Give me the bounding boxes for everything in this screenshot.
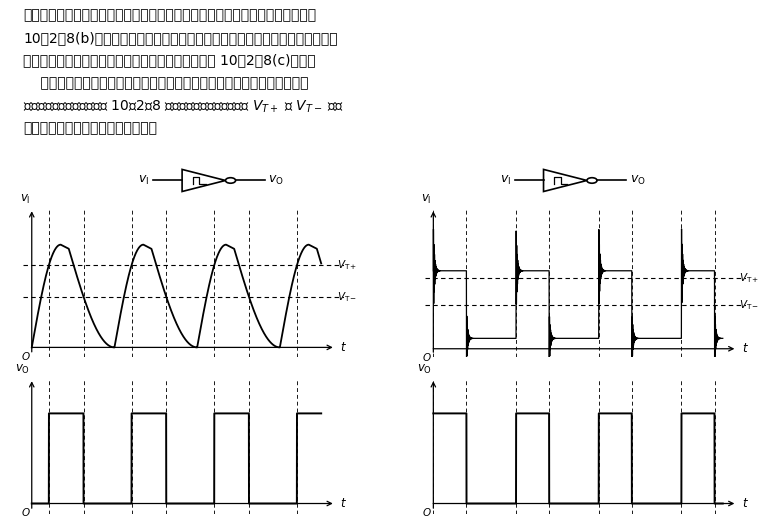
Text: $v_{\rm O}$: $v_{\rm O}$ — [15, 363, 30, 376]
Text: $O$: $O$ — [422, 506, 432, 518]
Text: $O$: $O$ — [422, 351, 432, 363]
Text: $V_{\rm T+}$: $V_{\rm T+}$ — [337, 258, 358, 272]
Text: $v_{\rm O}$: $v_{\rm O}$ — [417, 363, 432, 376]
Text: 阻抗与传输线的阻抗不匹配时，在波形的上升沿和下降沿将产生振荡现象，如图: 阻抗与传输线的阻抗不匹配时，在波形的上升沿和下降沿将产生振荡现象，如图 — [23, 8, 316, 22]
Text: 无论出现上述的哪一种情况，都可以通过用施密特触发器整形而获得比较: 无论出现上述的哪一种情况，都可以通过用施密特触发器整形而获得比较 — [23, 76, 308, 90]
Text: 理想的矩形脉冲波形。由图 10．2．8 可见，只要施密特触发器的 $V_{T+}$ 和 $V_{T-}$ 设置: 理想的矩形脉冲波形。由图 10．2．8 可见，只要施密特触发器的 $V_{T+}… — [23, 99, 345, 115]
Text: $v_{\rm O}$: $v_{\rm O}$ — [630, 174, 645, 187]
Text: $v_{\rm I}$: $v_{\rm I}$ — [138, 174, 149, 187]
Text: $t$: $t$ — [340, 497, 347, 510]
Text: 10．2．8(b)所示。当其他脉冲信号通过导线间的分布电容或公共电源线叠加到: 10．2．8(b)所示。当其他脉冲信号通过导线间的分布电容或公共电源线叠加到 — [23, 31, 338, 45]
Text: $V_{\rm T-}$: $V_{\rm T-}$ — [739, 298, 759, 312]
Text: 得合适，均能收到满意的整形效果。: 得合适，均能收到满意的整形效果。 — [23, 122, 157, 136]
Text: $t$: $t$ — [340, 341, 347, 354]
Text: $t$: $t$ — [741, 342, 748, 355]
Text: $t$: $t$ — [741, 497, 748, 510]
Text: $v_{\rm O}$: $v_{\rm O}$ — [268, 174, 284, 187]
Text: 矩形脉冲信号上时，信号上将出现附加的噪声，如图 10．2．8(c)所示。: 矩形脉冲信号上时，信号上将出现附加的噪声，如图 10．2．8(c)所示。 — [23, 53, 316, 68]
Text: $O$: $O$ — [21, 350, 30, 362]
Text: $v_{\rm I}$: $v_{\rm I}$ — [500, 174, 511, 187]
Text: $v_{\rm I}$: $v_{\rm I}$ — [20, 193, 30, 206]
Text: $V_{\rm T-}$: $V_{\rm T-}$ — [337, 290, 358, 303]
Text: $V_{\rm T+}$: $V_{\rm T+}$ — [739, 271, 759, 285]
Text: $O$: $O$ — [21, 506, 30, 518]
Text: $v_{\rm I}$: $v_{\rm I}$ — [421, 193, 432, 206]
